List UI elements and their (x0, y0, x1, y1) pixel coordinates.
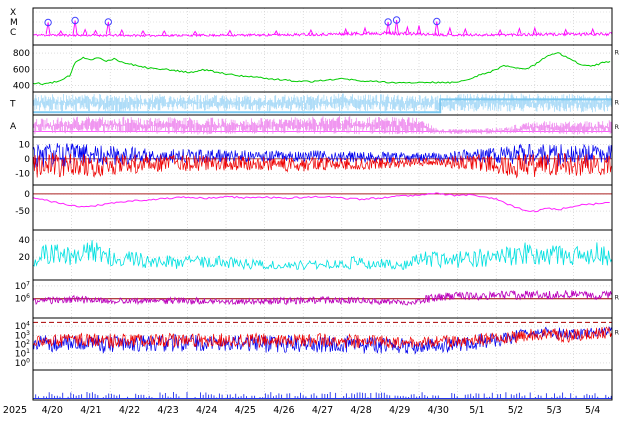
x-tick-label: 4/26 (273, 405, 294, 416)
xray-flux-flare-spike (273, 30, 279, 35)
xray-flux-trace (32, 30, 613, 38)
x-tick-label: 4/24 (196, 405, 217, 416)
x-tick-label: 4/29 (389, 405, 410, 416)
xray-flux-flare-spike (192, 30, 198, 35)
xray-flux-flare-spike (93, 29, 98, 35)
x-tick-label: 5/1 (469, 405, 484, 416)
y-tick-label: M (10, 18, 18, 28)
y-tick-label: 104 (15, 321, 30, 333)
xray-flux-flare-spike (45, 22, 51, 35)
y-tick-label: 0 (24, 155, 30, 165)
cyan-index-trace (32, 240, 613, 271)
x-tick-label: 5/3 (546, 405, 561, 416)
xray-flux-event-marker (392, 16, 401, 24)
xray-flux-flare-spike (516, 27, 522, 35)
imf-bz-trace (32, 152, 613, 179)
xray-flux-flare-spike (362, 26, 368, 35)
y-tick-label: 103 (15, 330, 30, 342)
xray-flux-flare-spike (119, 28, 125, 35)
xray-flux-flare-spike (563, 28, 569, 35)
right-axis-label: R (615, 48, 620, 56)
xray-flux-flare-spike (497, 28, 503, 35)
xray-flux-event-marker (44, 18, 52, 27)
right-axis-label: R (615, 329, 620, 337)
xray-flux-flare-spike (227, 29, 233, 35)
y-tick-label: 107 (15, 280, 30, 292)
xray-flux-flare-spike (72, 20, 78, 35)
proton-flux-trace (32, 289, 613, 306)
y-tick-label: 40 (19, 236, 31, 246)
x-tick-label: 4/22 (119, 405, 140, 416)
y-axis-letter-label: T (9, 100, 16, 110)
x-tick-label: 4/28 (350, 405, 371, 416)
electron-flux-trace (32, 326, 613, 349)
y-tick-label: 20 (19, 253, 31, 263)
x-tick-label: 4/27 (312, 405, 333, 416)
xray-flux-flare-spike (58, 30, 64, 35)
solar-wind-speed-trace (32, 52, 611, 86)
y-tick-label: -10 (15, 169, 30, 179)
xray-flux-flare-spike (405, 25, 410, 35)
x-tick-label: 5/4 (585, 405, 600, 416)
x-tick-label: 4/21 (80, 405, 101, 416)
xray-flux-event-marker (433, 17, 441, 26)
xray-flux-event-marker (104, 18, 113, 26)
event-timeline-event-ticks (35, 392, 612, 399)
dst-index-trace (32, 192, 610, 213)
right-axis-label: R (615, 98, 620, 106)
xray-flux-flare-spike (394, 19, 399, 35)
xray-flux-flare-spike (385, 21, 391, 35)
y-tick-label: -50 (15, 207, 30, 217)
y-tick-label: X (10, 8, 16, 18)
x-tick-label: 4/23 (157, 405, 178, 416)
temperature-strip-step-line (33, 98, 612, 114)
y-tick-label: 101 (15, 348, 30, 360)
xray-flux-flare-spike (105, 21, 111, 35)
xray-flux-flare-spike (161, 30, 167, 35)
y-tick-label: 106 (15, 293, 30, 305)
xray-flux-flare-spike (462, 27, 468, 35)
xray-flux-flare-spike (82, 28, 88, 35)
y-tick-label: 0 (24, 190, 30, 200)
y-tick-label: 10 (19, 140, 31, 150)
xray-flux-flare-spike (416, 25, 422, 35)
xray-flux-flare-spike (590, 27, 596, 35)
imf-bz-trace (32, 143, 613, 168)
right-axis-label: R (615, 293, 620, 301)
xray-flux-flare-spike (140, 30, 146, 35)
right-axis-label: R (615, 123, 620, 131)
y-tick-label: 600 (13, 65, 30, 75)
y-tick-label: 400 (13, 82, 30, 92)
y-tick-label: 102 (15, 339, 30, 351)
xray-flux-flare-spike (434, 21, 440, 35)
event-timeline-panel-border (32, 369, 613, 401)
y-tick-label: C (10, 28, 16, 38)
x-tick-label: 5/2 (508, 405, 523, 416)
y-tick-label: 100 (15, 357, 30, 369)
xray-flux-flare-spike (343, 27, 349, 35)
xray-flux-flare-spike (532, 26, 538, 35)
y-axis-letter-label: A (10, 122, 17, 132)
xray-flux-flare-spike (447, 26, 453, 35)
x-tick-label: 4/30 (428, 405, 449, 416)
x-tick-label: 4/25 (235, 405, 256, 416)
xray-flux-event-marker (384, 18, 392, 26)
xray-flux-event-marker (71, 16, 79, 25)
x-tick-label: 4/20 (42, 405, 63, 416)
x-axis-year-label: 2025 (3, 405, 27, 416)
xray-flux-flare-spike (308, 28, 314, 35)
y-tick-label: 800 (13, 49, 30, 59)
